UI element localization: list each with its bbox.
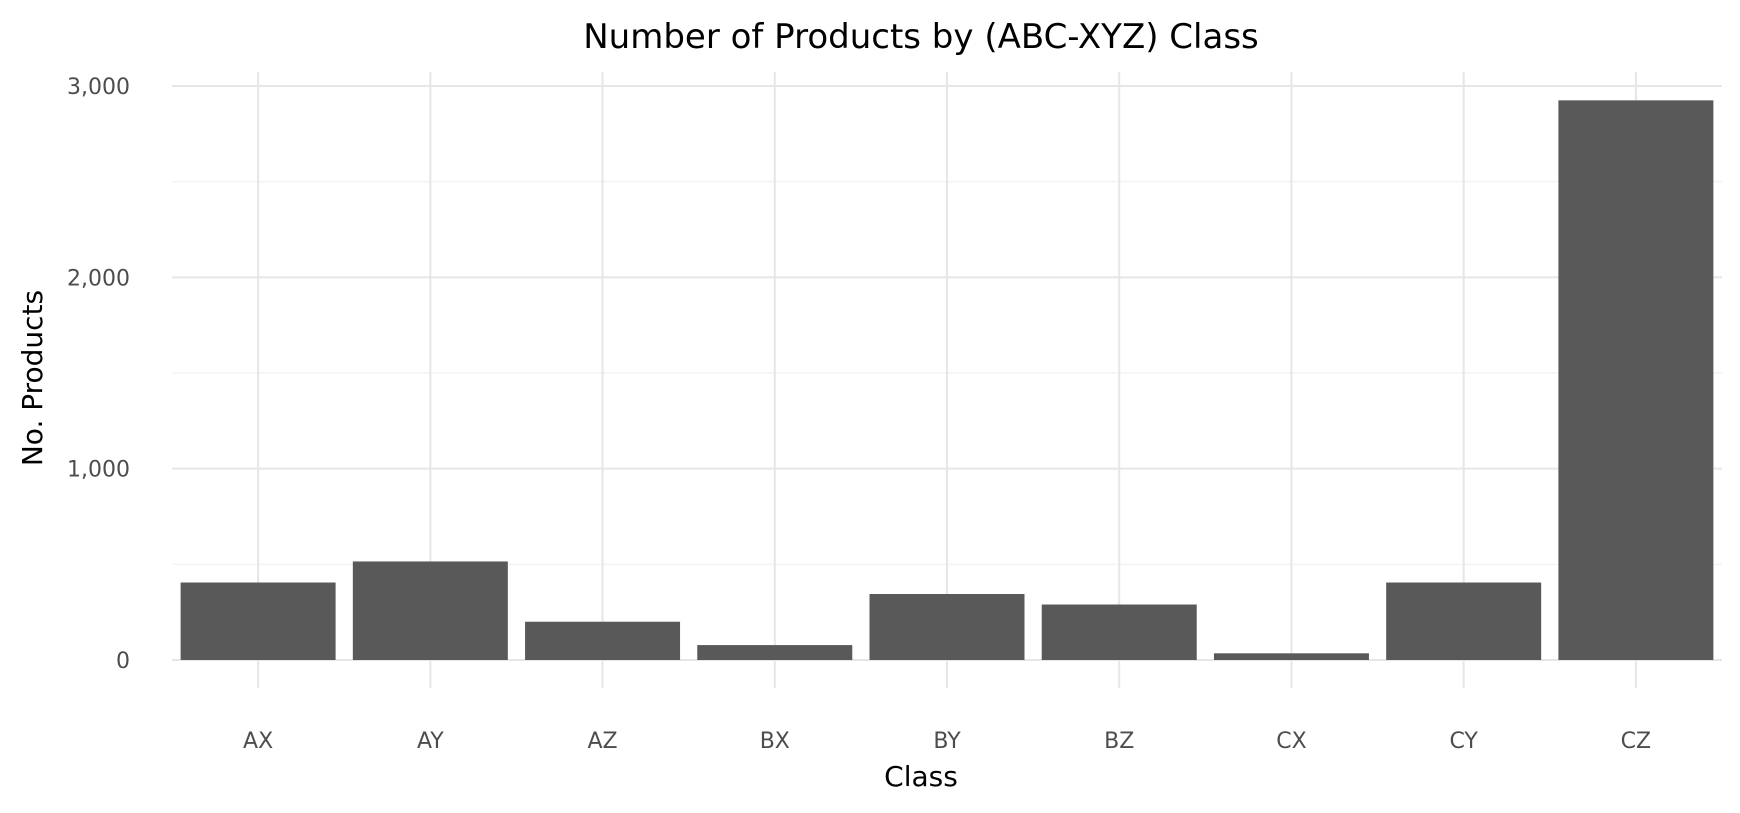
bar-bz bbox=[1041, 604, 1197, 660]
bar-cz bbox=[1558, 100, 1714, 661]
x-tick-label: CY bbox=[1449, 729, 1478, 754]
x-tick-label: CZ bbox=[1621, 729, 1651, 754]
x-tick-label: BY bbox=[933, 729, 961, 754]
y-axis-title: No. Products bbox=[16, 290, 49, 466]
x-tick-label: CX bbox=[1276, 729, 1306, 754]
x-tick-label: AY bbox=[417, 729, 444, 754]
x-axis-ticks: AX AY AZ BX BY BZ CX CY CZ bbox=[243, 729, 1651, 754]
x-tick-label: BZ bbox=[1104, 729, 1134, 754]
bar-ay bbox=[352, 561, 508, 660]
bar-az bbox=[525, 621, 681, 660]
y-tick-label: 1,000 bbox=[67, 458, 130, 483]
bars bbox=[180, 100, 1714, 661]
y-axis-ticks: 0 1,000 2,000 3,000 bbox=[67, 75, 130, 674]
chart-title: Number of Products by (ABC-XYZ) Class bbox=[583, 17, 1259, 57]
bar-cx bbox=[1213, 653, 1369, 660]
x-axis-title: Class bbox=[884, 760, 958, 793]
x-tick-label: AX bbox=[243, 729, 273, 754]
bar-cy bbox=[1386, 582, 1542, 660]
x-tick-label: AZ bbox=[587, 729, 617, 754]
y-tick-label: 0 bbox=[116, 649, 130, 674]
major-grid bbox=[172, 72, 1722, 688]
y-tick-label: 2,000 bbox=[67, 266, 130, 291]
x-tick-label: BX bbox=[760, 729, 790, 754]
bar-bx bbox=[697, 645, 853, 660]
bar-ax bbox=[180, 582, 336, 660]
bar-by bbox=[869, 593, 1025, 660]
y-tick-label: 3,000 bbox=[67, 75, 130, 100]
